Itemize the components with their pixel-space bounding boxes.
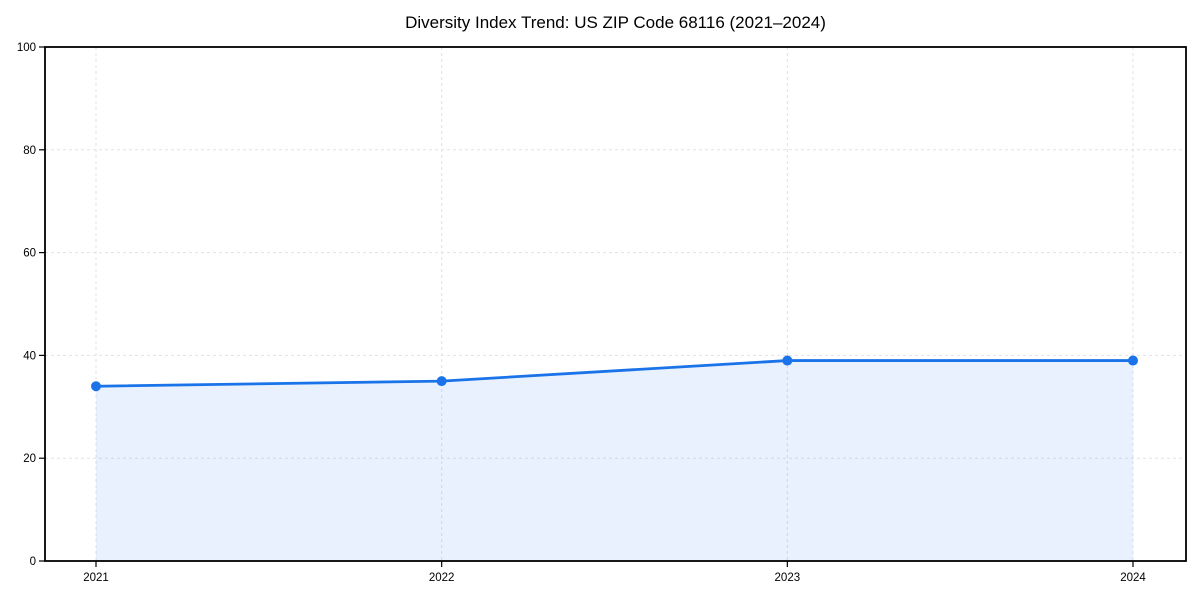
- y-axis-tick-label: 40: [23, 350, 36, 362]
- data-point-marker: [436, 376, 447, 387]
- y-axis-tick-label: 60: [23, 248, 36, 260]
- x-axis-tick-label: 2022: [429, 572, 455, 584]
- y-axis-tick-label: 100: [17, 42, 36, 54]
- data-point-marker: [1128, 355, 1138, 366]
- trend-area-fill: [96, 360, 1133, 561]
- axis-frame: [44, 46, 1187, 562]
- x-axis-tick-label: 2021: [83, 572, 109, 584]
- trend-line: [94, 359, 1135, 388]
- chart-title: Diversity Index Trend: US ZIP Code 68116…: [405, 13, 826, 32]
- y-axis-tick-label: 80: [23, 145, 36, 157]
- x-axis-tick-label: 2023: [775, 572, 801, 584]
- data-point-marker: [91, 381, 101, 392]
- y-axis-tick-label: 0: [30, 556, 36, 568]
- y-axis-tick-label: 20: [23, 453, 36, 465]
- data-point-marker: [782, 355, 793, 366]
- x-axis-tick-label: 2024: [1120, 572, 1146, 584]
